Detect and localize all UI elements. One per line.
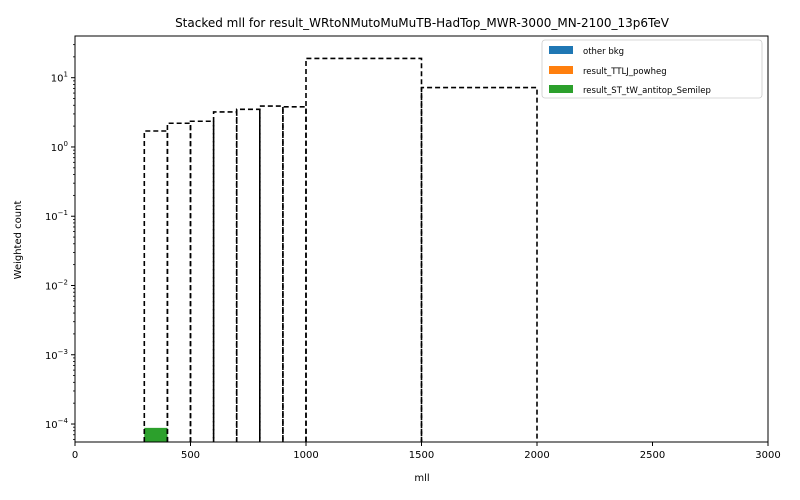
x-axis-ticks: 0 500 1000 1500 2000 2500 3000: [72, 442, 781, 461]
x-tick-label: 500: [181, 450, 200, 461]
legend: other bkg result_TTLJ_powheg result_ST_t…: [541, 39, 763, 99]
y-tick-label: 10−3: [45, 348, 68, 362]
signal-outline-bin-7: [305, 57, 423, 442]
legend-swatch-st-tw: [549, 85, 573, 93]
legend-frame: [541, 39, 763, 99]
signal-outline-bin-5: [259, 105, 284, 442]
y-tick-label: 10−4: [45, 417, 69, 431]
chart-title: Stacked mll for result_WRtoNMutoMuMuTB-H…: [175, 16, 670, 30]
x-tick-label: 0: [72, 450, 78, 461]
x-axis-label: mll: [414, 473, 429, 484]
x-tick-label: 1500: [409, 450, 434, 461]
legend-label-ttlj: result_TTLJ_powheg: [583, 67, 667, 77]
y-tick-label: 10−2: [45, 278, 68, 292]
legend-swatch-other-bkg: [549, 46, 573, 54]
legend-label-st-tw: result_ST_tW_antitop_Semilep: [583, 86, 711, 96]
bar-result-st-tw-antitop-semilep-bin-0: [144, 427, 168, 442]
y-axis-ticks: 10−4 10−3 10−2 10−1 100 101: [45, 44, 75, 440]
plot-area: [74, 35, 769, 443]
signal-outline-bin-8: [420, 86, 538, 442]
signal-outline-bin-1: [166, 122, 192, 442]
y-tick-label: 100: [51, 140, 68, 154]
y-tick-label: 101: [51, 71, 68, 85]
legend-label-other-bkg: other bkg: [583, 47, 624, 57]
y-tick-label: 10−1: [45, 209, 68, 223]
x-tick-label: 2500: [640, 450, 665, 461]
x-tick-label: 1000: [293, 450, 318, 461]
signal-outline-bin-4: [235, 108, 261, 442]
x-tick-label: 2000: [524, 450, 549, 461]
signal-outline-bin-6: [282, 106, 307, 442]
legend-swatch-ttlj: [549, 66, 573, 74]
x-tick-label: 3000: [755, 450, 780, 461]
y-axis-label: Weighted count: [13, 201, 24, 280]
